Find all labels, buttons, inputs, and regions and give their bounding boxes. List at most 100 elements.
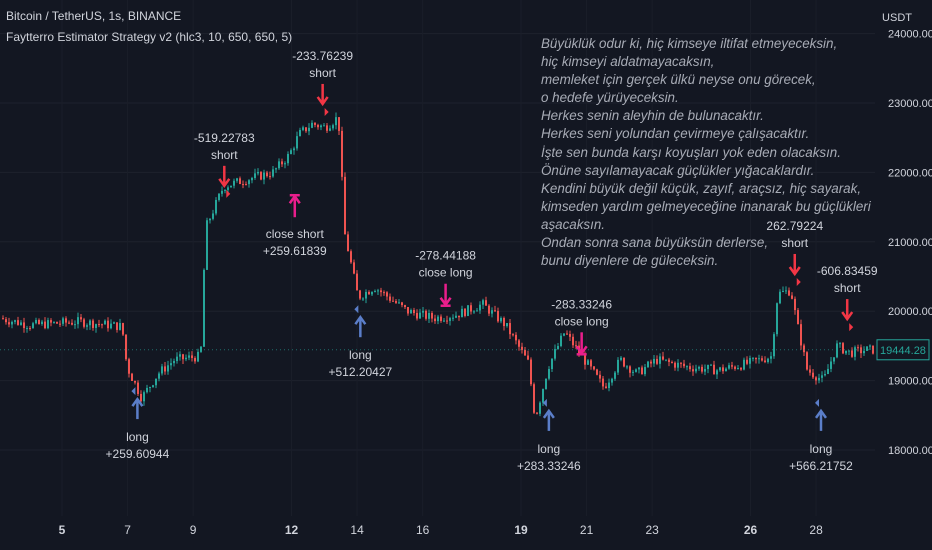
candle-body — [566, 333, 568, 335]
candle-body — [824, 373, 826, 376]
candle-body — [158, 373, 160, 379]
short-entry-mark — [849, 323, 854, 332]
candle-body — [131, 373, 133, 381]
candle-body — [413, 310, 415, 314]
candle-body — [701, 366, 703, 372]
candle-body — [263, 172, 265, 180]
candle-body — [326, 125, 328, 131]
candle-body — [89, 320, 91, 326]
candle-body — [638, 367, 640, 370]
candle-body — [419, 312, 421, 319]
poem-line: Kendini büyük değil küçük, zayıf, araçsı… — [541, 180, 862, 196]
candle-body — [416, 313, 418, 319]
candle-body — [626, 366, 628, 368]
candle-body — [563, 333, 565, 336]
candle-body — [473, 311, 475, 313]
candle-body — [80, 317, 82, 320]
candle-body — [524, 349, 526, 356]
candle-body — [710, 364, 712, 366]
poem-line: bunu diyenlere de güleceksin. — [541, 253, 719, 269]
close-short-arrow — [288, 193, 301, 218]
y-tick-label: 19000.00 — [888, 376, 932, 388]
candle-body — [497, 310, 499, 322]
candle-body — [794, 298, 796, 311]
candle-body — [125, 334, 127, 360]
candle-body — [68, 322, 70, 324]
short-entry-mark — [324, 107, 329, 116]
candle-body — [551, 358, 553, 370]
trade-label: long — [126, 430, 149, 444]
candle-body — [683, 363, 685, 367]
candle-body — [404, 305, 406, 308]
candles-layer — [2, 112, 874, 417]
candle-body — [503, 318, 505, 327]
candle-body — [290, 150, 292, 154]
candle-body — [491, 310, 493, 314]
candle-body — [206, 220, 208, 270]
candle-body — [401, 302, 403, 306]
candle-body — [65, 318, 67, 323]
trade-label: short — [781, 236, 808, 250]
candle-body — [656, 358, 658, 364]
candle-body — [59, 323, 61, 325]
candle-body — [374, 291, 376, 293]
candle-body — [386, 292, 388, 297]
candle-body — [695, 368, 697, 372]
y-tick-label: 23000.00 — [888, 98, 932, 110]
candle-body — [686, 366, 688, 368]
candle-body — [623, 357, 625, 367]
candle-body — [272, 169, 274, 177]
candle-body — [458, 315, 460, 318]
candle-body — [251, 177, 253, 181]
candle-body — [218, 193, 220, 200]
trade-label: close long — [555, 314, 609, 328]
candle-body — [437, 316, 439, 322]
candle-body — [53, 321, 55, 323]
candle-body — [77, 317, 79, 325]
candle-body — [515, 334, 517, 341]
candle-body — [389, 296, 391, 301]
candle-body — [542, 389, 544, 403]
trade-value: +512.20427 — [328, 365, 392, 379]
candle-body — [476, 310, 478, 312]
x-tick-label: 5 — [59, 523, 66, 537]
candle-body — [734, 366, 736, 369]
trade-label: close short — [266, 227, 325, 241]
candle-body — [308, 127, 310, 132]
candle-body — [740, 368, 742, 370]
short-arrow-head — [218, 178, 231, 188]
candle-body — [71, 322, 73, 325]
candle-body — [689, 366, 691, 370]
candle-body — [839, 343, 841, 345]
candle-body — [365, 291, 367, 299]
candle-body — [713, 364, 715, 375]
candle-body — [101, 324, 103, 326]
short-arrow — [316, 83, 329, 107]
candle-body — [725, 368, 727, 372]
trade-value: -278.44188 — [415, 249, 476, 263]
candle-body — [833, 357, 835, 362]
candle-body — [602, 378, 604, 387]
poem-line: o hedefe yürüyeceksin. — [541, 90, 679, 106]
candle-body — [398, 302, 400, 304]
candle-body — [44, 321, 46, 329]
candle-body — [35, 319, 37, 324]
candle-body — [41, 321, 43, 325]
candle-body — [851, 350, 853, 357]
candle-body — [812, 372, 814, 378]
candle-body — [746, 359, 748, 364]
candle-body — [395, 301, 397, 303]
candle-body — [866, 346, 868, 351]
y-tick-label: 24000.00 — [888, 29, 932, 41]
candle-body — [509, 323, 511, 335]
candle-body — [704, 369, 706, 372]
close-long-arrow — [575, 332, 588, 356]
candle-body — [20, 322, 22, 325]
candle-body — [584, 354, 586, 365]
candle-body — [287, 153, 289, 164]
candle-body — [671, 361, 673, 363]
short-arrow — [788, 253, 801, 277]
long-arrow — [354, 315, 367, 338]
candle-body — [728, 365, 730, 369]
